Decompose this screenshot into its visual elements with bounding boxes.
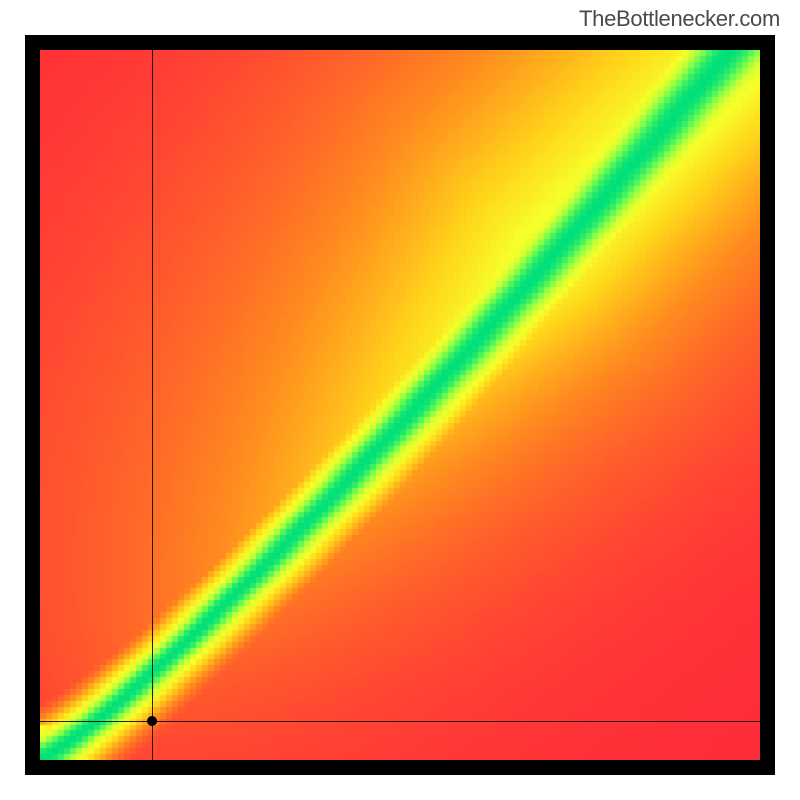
watermark-text: TheBottlenecker.com [579,6,780,32]
marker-dot [147,716,157,726]
crosshair-vertical [152,50,153,760]
heatmap-canvas [40,50,760,760]
plot-area [40,50,760,760]
chart-frame [25,35,775,775]
